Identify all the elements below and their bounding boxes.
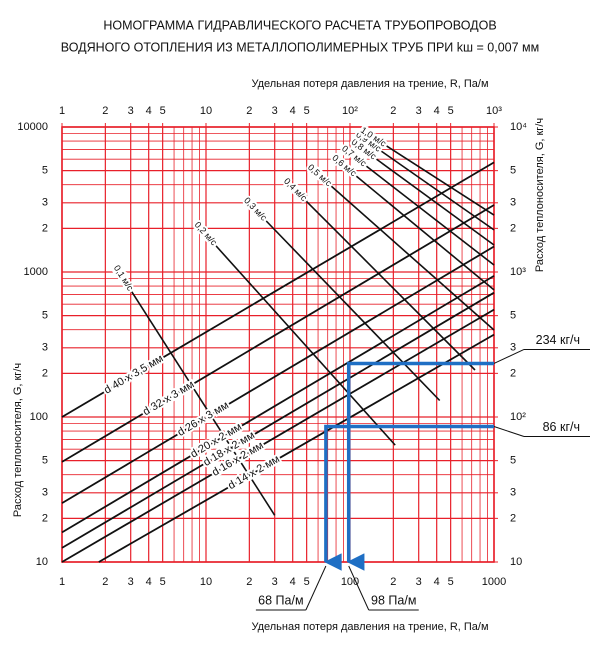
x-label: Удельная потеря давления на трение, R, П… bbox=[251, 621, 488, 633]
x-tick-label: 4 bbox=[146, 576, 152, 588]
y-tick-label: 1000 bbox=[24, 266, 48, 278]
x2-tick-label: 4 bbox=[434, 105, 440, 117]
x-tick-label: 3 bbox=[272, 576, 278, 588]
velocity-line bbox=[364, 164, 495, 266]
x-tick-label: 4 bbox=[290, 576, 296, 588]
x2-tick-label: 10³ bbox=[486, 105, 502, 117]
velocity-line bbox=[329, 184, 495, 331]
velocity-line bbox=[354, 174, 495, 291]
y2-label: Расход теплоносителя, G, кг/ч bbox=[534, 118, 546, 272]
y-tick-label: 2 bbox=[42, 512, 48, 524]
y2-tick-label: 3 bbox=[510, 487, 516, 499]
pipe-line bbox=[61, 204, 495, 463]
pipe-line bbox=[61, 308, 495, 563]
x-tick-label: 2 bbox=[390, 576, 396, 588]
x-tick-label: 4 bbox=[434, 576, 440, 588]
pipe-line bbox=[98, 333, 495, 563]
guide-r-label: 68 Па/м bbox=[258, 593, 303, 607]
plot-frame bbox=[61, 126, 495, 563]
y2-tick-label: 5 bbox=[510, 310, 516, 322]
velocity-line bbox=[384, 144, 495, 216]
x-tick-label: 1000 bbox=[482, 576, 506, 588]
y2-tick-label: 5 bbox=[510, 455, 516, 467]
title-line: ВОДЯНОГО ОТОПЛЕНИЯ ИЗ МЕТАЛЛОПОЛИМЕРНЫХ … bbox=[61, 40, 539, 54]
velocity-line bbox=[264, 218, 441, 402]
guide-line bbox=[324, 424, 494, 571]
x2-tick-label: 1 bbox=[59, 105, 65, 117]
x2-tick-label: 5 bbox=[448, 105, 454, 117]
y2-tick-label: 10² bbox=[510, 411, 526, 423]
y-tick-label: 10000 bbox=[17, 121, 48, 133]
y2-tick-label: 3 bbox=[510, 197, 516, 209]
x-tick-label: 5 bbox=[304, 576, 310, 588]
pipe-line bbox=[61, 161, 495, 418]
velocity-line bbox=[214, 243, 396, 446]
x2-tick-label: 2 bbox=[390, 105, 396, 117]
x2-tick-label: 10² bbox=[342, 105, 358, 117]
title-line: НОМОГРАММА ГИДРАВЛИЧЕСКОГО РАСЧЕТА ТРУБО… bbox=[103, 18, 496, 32]
x2-tick-label: 5 bbox=[304, 105, 310, 117]
guide-g-label: 86 кг/ч bbox=[543, 420, 580, 434]
x2-tick-label: 5 bbox=[160, 105, 166, 117]
velocity-line bbox=[379, 149, 495, 231]
x-tick-label: 5 bbox=[160, 576, 166, 588]
y-tick-label: 2 bbox=[42, 367, 48, 379]
pipe-line bbox=[61, 291, 495, 549]
x-tick-label: 2 bbox=[246, 576, 252, 588]
guide-r-label: 98 Па/м bbox=[371, 593, 416, 607]
y-tick-label: 2 bbox=[42, 222, 48, 234]
y2-tick-label: 2 bbox=[510, 222, 516, 234]
x-tick-label: 5 bbox=[448, 576, 454, 588]
y2-tick-label: 2 bbox=[510, 512, 516, 524]
y-tick-label: 100 bbox=[30, 411, 48, 423]
leader bbox=[305, 565, 327, 611]
y-tick-label: 10 bbox=[36, 556, 48, 568]
guide-g-label: 234 кг/ч bbox=[536, 333, 580, 347]
y-tick-label: 3 bbox=[42, 487, 48, 499]
x-tick-label: 10 bbox=[200, 576, 212, 588]
pipe-line bbox=[61, 245, 495, 504]
y-tick-label: 5 bbox=[42, 310, 48, 322]
velocity-line bbox=[374, 157, 495, 246]
x2-tick-label: 10 bbox=[200, 105, 212, 117]
x-tick-label: 3 bbox=[128, 576, 134, 588]
x2-tick-label: 3 bbox=[272, 105, 278, 117]
y2-tick-label: 5 bbox=[510, 165, 516, 177]
x-tick-label: 2 bbox=[102, 576, 108, 588]
x-tick-label: 3 bbox=[416, 576, 422, 588]
x2-tick-label: 2 bbox=[246, 105, 252, 117]
y-label: Расход теплоносителя, G, кг/ч bbox=[12, 363, 24, 517]
x-tick-label: 100 bbox=[341, 576, 359, 588]
y-tick-label: 5 bbox=[42, 165, 48, 177]
pipe-label: d 40 x 3,5 мм bbox=[102, 353, 165, 397]
y-tick-label: 3 bbox=[42, 197, 48, 209]
y2-tick-label: 10 bbox=[510, 556, 522, 568]
leader bbox=[493, 426, 525, 437]
pipe-line bbox=[61, 275, 495, 534]
x2-tick-label: 3 bbox=[416, 105, 422, 117]
y-tick-label: 5 bbox=[42, 455, 48, 467]
velocity-line bbox=[130, 289, 276, 516]
y2-tick-label: 2 bbox=[510, 367, 516, 379]
velocity-label: 0,1 м/с bbox=[112, 263, 136, 293]
guide-line bbox=[346, 361, 494, 571]
velocity-label: 0,4 м/с bbox=[282, 176, 309, 203]
x2-label: Удельная потеря давления на трение, R, П… bbox=[251, 78, 488, 90]
velocity-label: 0,3 м/с bbox=[242, 195, 269, 223]
x2-tick-label: 3 bbox=[128, 105, 134, 117]
velocity-line bbox=[304, 199, 476, 371]
y2-tick-label: 10⁴ bbox=[510, 121, 527, 133]
y-tick-label: 3 bbox=[42, 342, 48, 354]
x2-tick-label: 4 bbox=[146, 105, 152, 117]
x2-tick-label: 2 bbox=[102, 105, 108, 117]
x-tick-label: 1 bbox=[59, 576, 65, 588]
x2-tick-label: 4 bbox=[290, 105, 296, 117]
y2-tick-label: 3 bbox=[510, 342, 516, 354]
y2-tick-label: 10³ bbox=[510, 266, 526, 278]
leader bbox=[493, 349, 525, 364]
leader bbox=[348, 565, 370, 611]
